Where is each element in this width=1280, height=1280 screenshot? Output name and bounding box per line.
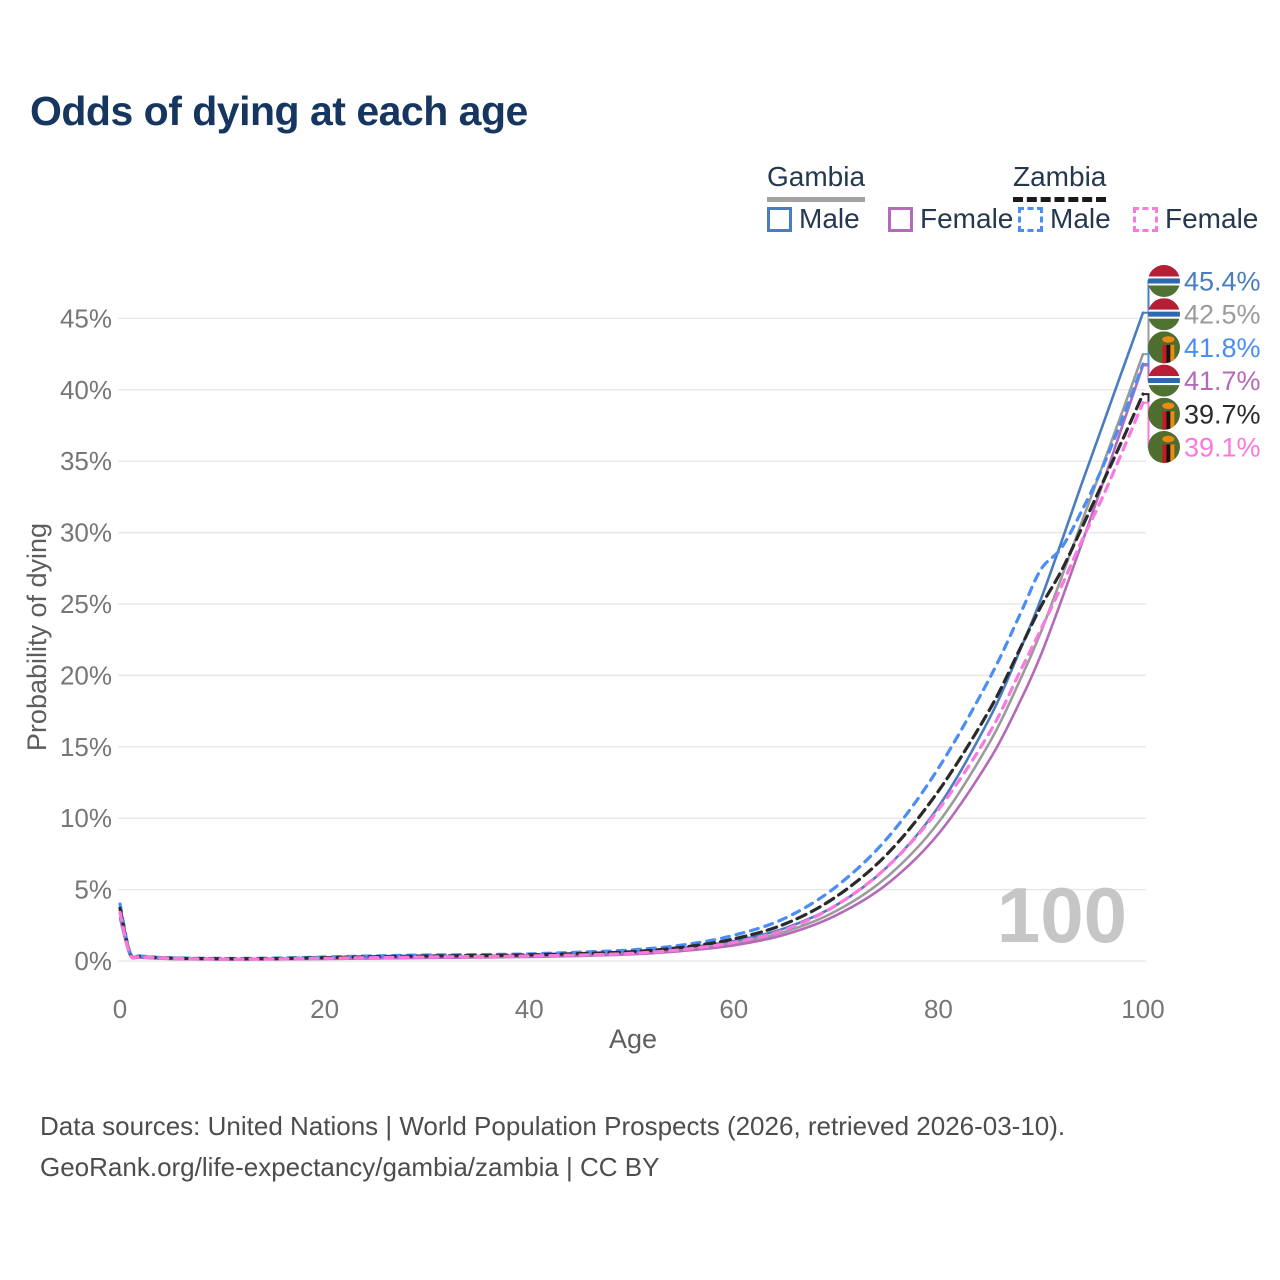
legend-item-zambia-male[interactable]: Male xyxy=(1018,203,1111,235)
flag-gambia-icon xyxy=(1148,298,1180,331)
series-line-zambia-male[interactable] xyxy=(118,362,1145,961)
legend-swatch-zambia-male xyxy=(1018,206,1043,232)
legend-item-gambia-female[interactable]: Female xyxy=(888,203,1013,235)
flag-gambia-icon xyxy=(1148,265,1180,297)
end-value-label-gambia-female: 41.7% xyxy=(1184,366,1261,396)
x-tick-label: 60 xyxy=(719,994,748,1024)
legend: Gambia Zambia Male Female Male Female xyxy=(0,0,1280,250)
leader-lines xyxy=(1143,280,1150,448)
y-axis-title: Probability of dying xyxy=(22,523,52,751)
gridlines xyxy=(118,317,1146,962)
watermark-age-100: 100 xyxy=(997,871,1127,959)
series-lines xyxy=(118,311,1145,961)
legend-label-zambia-male: Male xyxy=(1050,203,1111,234)
y-tick-label: 15% xyxy=(60,732,112,762)
y-tick-label: 40% xyxy=(60,375,112,405)
legend-swatch-zambia-female xyxy=(1133,206,1158,232)
legend-country-zambia: Zambia xyxy=(1013,161,1107,202)
x-axis-title: Age xyxy=(609,1024,657,1054)
legend-label-zambia-female: Female xyxy=(1165,203,1259,234)
y-tick-label: 5% xyxy=(74,875,112,905)
legend-country-gambia: Gambia xyxy=(767,161,866,202)
x-tick-label: 40 xyxy=(515,994,544,1024)
flag-zambia-icon xyxy=(1148,431,1180,463)
series-line-gambia-male[interactable] xyxy=(118,311,1145,961)
y-tick-label: 30% xyxy=(60,518,112,548)
end-value-labels: 45.4%42.5%41.8%41.7%39.7% 39.1% xyxy=(1184,267,1261,463)
x-tick-label: 80 xyxy=(924,994,953,1024)
y-tick-label: 35% xyxy=(60,446,112,476)
x-tick-label: 100 xyxy=(1121,994,1164,1024)
y-tick-label: 45% xyxy=(60,303,112,333)
end-value-label-zambia-both-sexes: 39.7% xyxy=(1184,399,1261,429)
footer: Data sources: United Nations | World Pop… xyxy=(40,1106,1065,1188)
axis-tick-labels: 0% 5% 10% 15% 20% 25% 30% 35% 40% 45% 0 20 40 60 80 100 xyxy=(60,303,1165,1024)
legend-item-zambia-female[interactable]: Female xyxy=(1133,203,1258,235)
footer-attribution: GeoRank.org/life-expectancy/gambia/zambi… xyxy=(40,1152,660,1182)
legend-swatch-gambia-male xyxy=(767,206,792,232)
y-tick-label: 10% xyxy=(60,803,112,833)
end-value-label-gambia-male: 45.4% xyxy=(1184,267,1261,297)
page-title: Odds of dying at each age xyxy=(30,88,528,134)
flag-zambia-icon xyxy=(1148,397,1180,430)
end-value-label-gambia-both-sexes: 42.5% xyxy=(1184,300,1261,330)
flag-zambia-icon xyxy=(1148,331,1180,364)
flag-gambia-icon xyxy=(1148,364,1180,397)
series-line-gambia-female[interactable] xyxy=(118,364,1145,961)
legend-label-gambia-female: Female xyxy=(920,203,1014,234)
end-value-label-zambia-male: 41.8% xyxy=(1184,333,1261,363)
series-line-gambia-both-sexes[interactable] xyxy=(118,352,1145,961)
x-tick-label: 20 xyxy=(310,994,339,1024)
end-value-label-zambia-female: 39.1% xyxy=(1184,433,1261,463)
footer-data-sources: Data sources: United Nations | World Pop… xyxy=(40,1111,1066,1141)
y-tick-label: 0% xyxy=(74,946,112,976)
y-tick-label: 25% xyxy=(60,589,112,619)
legend-item-gambia-male[interactable]: Male xyxy=(767,203,860,235)
series-line-zambia-female[interactable] xyxy=(118,401,1145,961)
legend-label-gambia-male: Male xyxy=(799,203,860,234)
legend-swatch-gambia-female xyxy=(888,206,913,232)
y-tick-label: 20% xyxy=(60,660,112,690)
x-tick-label: 0 xyxy=(113,994,127,1024)
flag-icons xyxy=(1148,265,1180,463)
